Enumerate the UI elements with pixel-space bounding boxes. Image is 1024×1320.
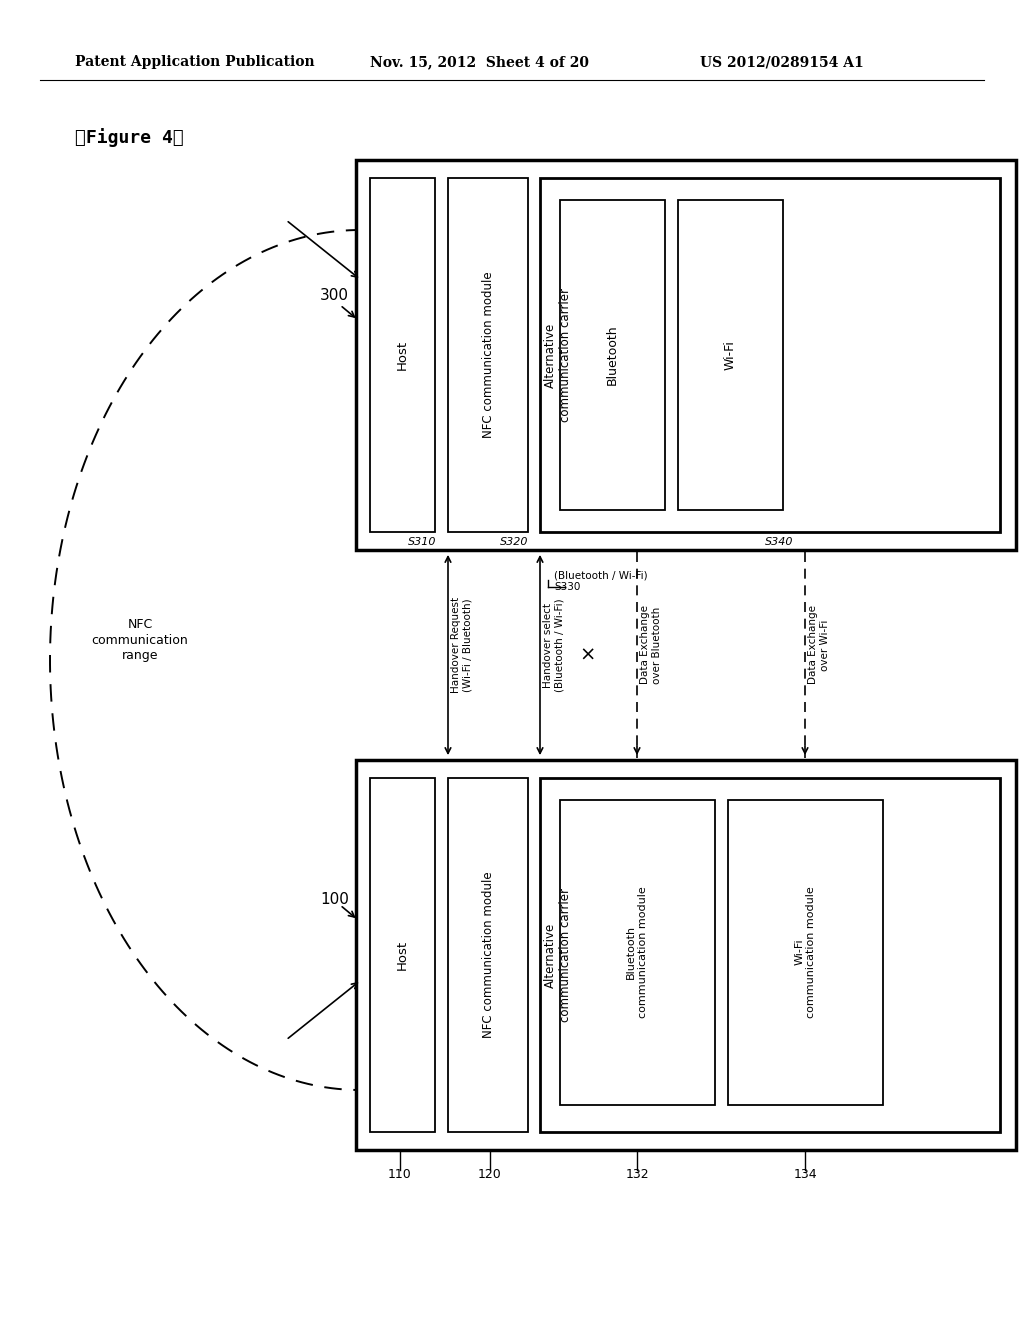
Text: S340: S340	[765, 537, 793, 546]
Text: Wi-Fi: Wi-Fi	[724, 341, 736, 370]
Text: NFC communication module: NFC communication module	[481, 871, 495, 1039]
Text: US 2012/0289154 A1: US 2012/0289154 A1	[700, 55, 864, 69]
Text: NFC
communication
range: NFC communication range	[91, 619, 188, 661]
Text: Alternative
communication carrier: Alternative communication carrier	[544, 288, 572, 422]
Text: 300: 300	[319, 288, 349, 302]
Bar	[560, 201, 665, 510]
Text: Data Exchange
over Wi-Fi: Data Exchange over Wi-Fi	[808, 606, 829, 685]
Text: 【Figure 4】: 【Figure 4】	[75, 128, 183, 148]
Text: S310: S310	[408, 537, 436, 546]
Text: S320: S320	[500, 537, 528, 546]
Text: ×: ×	[580, 645, 596, 664]
Text: 132: 132	[626, 1168, 649, 1181]
Text: Data Exchange
over Bluetooth: Data Exchange over Bluetooth	[640, 606, 662, 685]
Bar	[560, 800, 715, 1105]
Text: 120: 120	[478, 1168, 502, 1181]
Text: NFC communication module: NFC communication module	[481, 272, 495, 438]
Bar	[356, 760, 1016, 1150]
Text: Wi-Fi
communication module: Wi-Fi communication module	[795, 886, 816, 1018]
Text: 100: 100	[319, 892, 349, 908]
Bar	[370, 777, 435, 1133]
Bar	[678, 201, 783, 510]
Text: Nov. 15, 2012  Sheet 4 of 20: Nov. 15, 2012 Sheet 4 of 20	[370, 55, 589, 69]
Text: Handover select
(Bluetooth / Wi-Fi): Handover select (Bluetooth / Wi-Fi)	[543, 598, 565, 692]
Text: 110: 110	[388, 1168, 412, 1181]
Bar	[540, 777, 1000, 1133]
Text: Host: Host	[395, 940, 409, 970]
Bar	[356, 160, 1016, 550]
Bar	[540, 178, 1000, 532]
Text: (Bluetooth / Wi-Fi)
S330: (Bluetooth / Wi-Fi) S330	[554, 570, 647, 591]
Bar	[449, 178, 528, 532]
Text: Bluetooth: Bluetooth	[605, 325, 618, 385]
Text: Alternative
communication carrier: Alternative communication carrier	[544, 888, 572, 1022]
Text: Handover Request
(Wi-Fi / Bluetooth): Handover Request (Wi-Fi / Bluetooth)	[452, 597, 473, 693]
Text: 134: 134	[794, 1168, 817, 1181]
Bar	[728, 800, 883, 1105]
Text: Bluetooth
communication module: Bluetooth communication module	[627, 886, 648, 1018]
Text: Host: Host	[395, 341, 409, 370]
Bar	[370, 178, 435, 532]
Text: Patent Application Publication: Patent Application Publication	[75, 55, 314, 69]
Bar	[449, 777, 528, 1133]
